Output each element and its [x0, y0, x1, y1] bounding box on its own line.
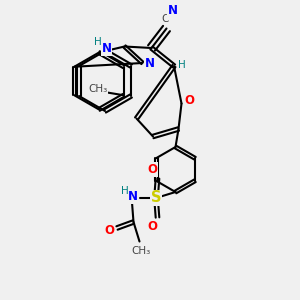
- Text: N: N: [101, 42, 112, 56]
- Text: C: C: [161, 14, 169, 24]
- Text: N: N: [145, 56, 155, 70]
- Text: H: H: [94, 37, 101, 47]
- Text: CH₃: CH₃: [88, 84, 108, 94]
- Text: N: N: [167, 4, 178, 17]
- Text: N: N: [128, 190, 138, 203]
- Text: O: O: [184, 94, 194, 107]
- Text: O: O: [147, 220, 157, 233]
- Text: O: O: [147, 163, 157, 176]
- Text: H: H: [178, 59, 185, 70]
- Text: CH₃: CH₃: [131, 245, 151, 256]
- Text: H: H: [121, 185, 128, 196]
- Text: O: O: [104, 224, 115, 238]
- Text: S: S: [151, 190, 161, 206]
